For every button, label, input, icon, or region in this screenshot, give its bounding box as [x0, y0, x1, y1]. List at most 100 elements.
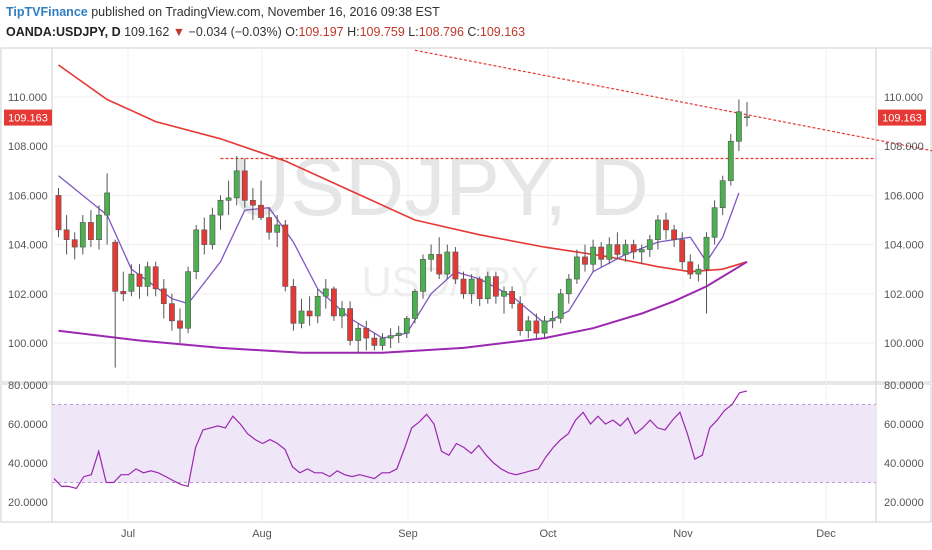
candle[interactable] [387, 328, 394, 348]
candle[interactable] [509, 286, 515, 309]
candle-body [233, 170, 240, 199]
candle[interactable] [112, 239, 119, 368]
candle[interactable] [233, 156, 240, 206]
candle[interactable] [274, 215, 281, 248]
candle[interactable] [347, 301, 353, 346]
candle[interactable] [565, 274, 572, 304]
candle[interactable] [630, 239, 637, 260]
candle[interactable] [492, 271, 499, 304]
candle-body [719, 180, 726, 208]
candle[interactable] [217, 195, 224, 230]
candle-body [436, 254, 443, 275]
candle[interactable] [250, 188, 256, 220]
price-tick-label-left: 102.000 [8, 289, 48, 301]
open-value: 109.197 [298, 25, 344, 39]
candle[interactable] [96, 205, 102, 250]
candle[interactable] [379, 333, 386, 351]
candle[interactable] [339, 301, 345, 329]
brand-name[interactable]: TipTVFinance [6, 5, 88, 19]
candle[interactable] [88, 210, 94, 248]
candle[interactable] [517, 296, 524, 336]
candle[interactable] [298, 298, 305, 329]
candle[interactable] [55, 188, 62, 238]
candle[interactable] [622, 239, 629, 262]
candle[interactable] [501, 286, 507, 314]
candle[interactable] [371, 333, 378, 351]
candle[interactable] [71, 232, 78, 260]
candle[interactable] [355, 323, 362, 353]
candle[interactable] [169, 293, 175, 331]
candle[interactable] [209, 207, 216, 250]
candle[interactable] [557, 288, 564, 324]
candle[interactable] [266, 207, 272, 240]
candle[interactable] [395, 325, 402, 343]
candle[interactable] [719, 175, 726, 216]
candle[interactable] [711, 200, 718, 245]
candle[interactable] [428, 244, 434, 272]
candle[interactable] [314, 288, 321, 324]
candle-body [614, 244, 621, 255]
candle[interactable] [322, 279, 329, 309]
candle[interactable] [444, 244, 451, 280]
candle[interactable] [282, 220, 289, 292]
candle[interactable] [225, 180, 232, 216]
candle[interactable] [541, 315, 548, 339]
candle[interactable] [582, 244, 588, 272]
candle[interactable] [703, 232, 710, 314]
candle[interactable] [614, 232, 621, 260]
candle[interactable] [687, 254, 694, 280]
candle[interactable] [695, 264, 702, 282]
candle[interactable] [201, 217, 208, 255]
candle[interactable] [330, 286, 337, 321]
candle[interactable] [744, 101, 750, 127]
candle[interactable] [241, 158, 248, 208]
candle[interactable] [671, 224, 677, 248]
rsi-pane-frame [0, 383, 932, 523]
candle[interactable] [598, 242, 605, 267]
candle[interactable] [476, 276, 483, 307]
candle[interactable] [727, 133, 734, 186]
candle[interactable] [290, 279, 297, 331]
candle[interactable] [152, 261, 159, 297]
candle[interactable] [735, 99, 742, 152]
candle[interactable] [411, 288, 418, 324]
candle[interactable] [185, 266, 191, 334]
candle[interactable] [63, 215, 70, 255]
candle[interactable] [590, 239, 596, 272]
candle[interactable] [420, 254, 426, 299]
candle[interactable] [573, 249, 580, 284]
candle[interactable] [306, 296, 313, 326]
candle-body [687, 261, 694, 275]
candle[interactable] [258, 180, 264, 220]
candle[interactable] [663, 212, 669, 240]
candle-body [565, 278, 572, 295]
candle[interactable] [533, 313, 540, 339]
candle[interactable] [120, 271, 127, 302]
price-tick-label-right: 104.000 [884, 240, 924, 252]
candle[interactable] [104, 173, 110, 245]
candle[interactable] [128, 264, 135, 297]
candle[interactable] [606, 237, 613, 265]
candle[interactable] [679, 232, 686, 270]
rsi-tick-label-right: 40.0000 [884, 458, 924, 470]
candle[interactable] [452, 247, 459, 284]
candle[interactable] [468, 274, 475, 304]
candle[interactable] [549, 311, 556, 329]
candle[interactable] [363, 320, 370, 351]
candle[interactable] [177, 308, 183, 343]
candle[interactable] [193, 224, 200, 280]
candle[interactable] [646, 234, 653, 257]
candle[interactable] [160, 279, 167, 319]
candle[interactable] [144, 261, 151, 297]
candle[interactable] [403, 315, 410, 339]
candle[interactable] [436, 237, 443, 280]
candle[interactable] [460, 271, 467, 299]
candle-body [411, 291, 418, 319]
candle[interactable] [638, 244, 645, 265]
candle[interactable] [525, 315, 532, 339]
candle[interactable] [654, 215, 661, 250]
candle[interactable] [484, 271, 491, 304]
candle[interactable] [136, 264, 143, 299]
candle[interactable] [79, 215, 86, 255]
